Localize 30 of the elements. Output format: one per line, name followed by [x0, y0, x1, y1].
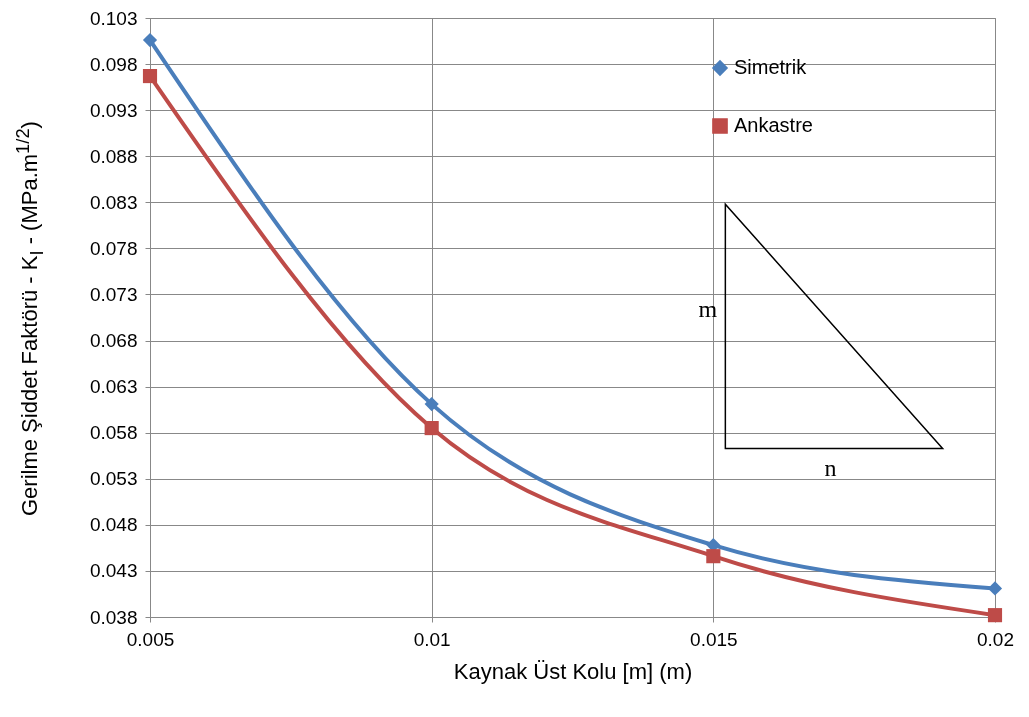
y-tick-label: 0.083: [89, 191, 138, 213]
legend-label: Ankastre: [734, 114, 813, 136]
annotation: n: [824, 455, 837, 483]
point: [424, 421, 439, 436]
point: [142, 33, 158, 48]
y-tick-label: 0.053: [89, 468, 138, 490]
y-tick-label: 0.068: [89, 330, 138, 352]
y-tick-label: 0.088: [89, 145, 138, 167]
y-tick-label: 0.038: [89, 606, 138, 628]
y-tick-label: 0.063: [89, 376, 138, 398]
point: [706, 549, 721, 564]
x-tick-label: 0.02: [977, 628, 1014, 650]
legend-label: Simetrik: [734, 56, 808, 78]
x-tick-label: 0.005: [126, 628, 175, 650]
annotation: m: [698, 295, 718, 323]
x-axis-title: Kaynak Üst Kolu [m] (m): [453, 658, 693, 684]
y-tick-label: 0.048: [89, 514, 138, 536]
point: [987, 581, 1003, 596]
y-tick-label: 0.103: [89, 7, 138, 29]
point: [987, 608, 1003, 623]
y-tick-label: 0.093: [89, 99, 138, 121]
y-tick-label: 0.058: [89, 422, 138, 444]
y-tick-label: 0.073: [89, 283, 138, 305]
x-tick-label: 0.01: [413, 628, 451, 650]
point: [142, 68, 158, 84]
y-tick-label: 0.078: [89, 237, 138, 259]
y-tick-label: 0.098: [89, 53, 138, 75]
x-tick-label: 0.015: [690, 628, 738, 650]
y-tick-label: 0.043: [89, 560, 138, 582]
point: [424, 397, 439, 412]
